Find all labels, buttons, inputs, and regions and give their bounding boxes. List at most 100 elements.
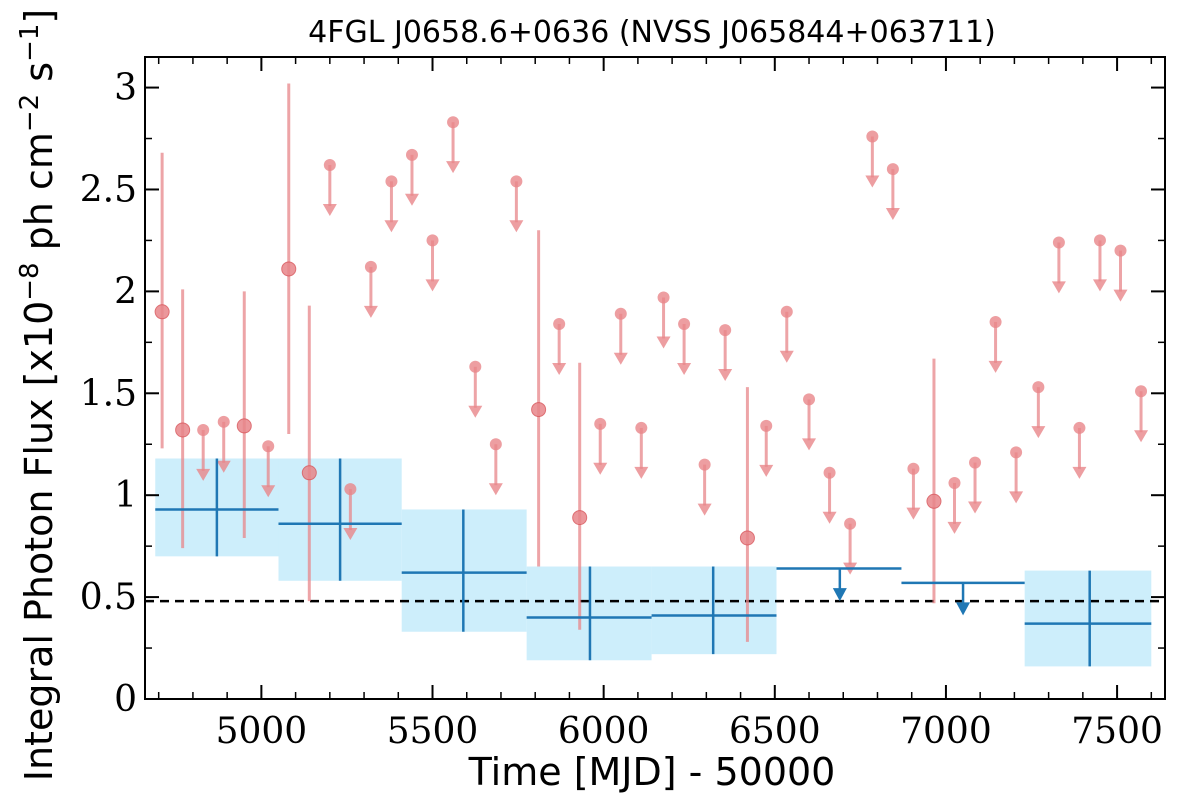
short-bin-upper-limit-point bbox=[657, 291, 670, 304]
short-bin-upper-limit-point bbox=[698, 458, 711, 471]
short-bin-upper-limit-point bbox=[489, 438, 502, 451]
short-bin-upper-limit-arrow bbox=[322, 203, 337, 216]
y-axis-label-exp: −8 bbox=[15, 262, 45, 300]
short-bin-upper-limit-point bbox=[385, 175, 398, 188]
y-tick-label: 3 bbox=[114, 68, 137, 109]
short-bin-upper-limit-point bbox=[844, 517, 857, 530]
short-bin-upper-limit-arrow bbox=[885, 208, 900, 221]
short-bin-upper-limit-arrow bbox=[1031, 426, 1046, 439]
short-bin-upper-limit-point bbox=[1073, 421, 1086, 434]
long-bin-band bbox=[1024, 570, 1152, 667]
short-bin-upper-limit-point bbox=[823, 466, 836, 479]
short-bin-upper-limit-arrow bbox=[759, 464, 774, 477]
short-bin-point bbox=[281, 261, 297, 277]
short-bin-upper-limit-arrow bbox=[1134, 430, 1149, 443]
short-bin-upper-limit-arrow bbox=[261, 485, 276, 498]
short-bin-upper-limit-point bbox=[780, 305, 793, 318]
short-bin-point bbox=[301, 465, 317, 481]
short-bin-upper-limit-point bbox=[969, 456, 982, 469]
y-axis-label-main: Integral Photon Flux [x10 bbox=[17, 301, 61, 782]
short-bin-upper-limit-arrow bbox=[216, 460, 231, 473]
short-bin-point bbox=[531, 402, 547, 418]
x-tick-label: 6000 bbox=[558, 711, 650, 752]
short-bin-upper-limit-point bbox=[1135, 385, 1148, 398]
short-bin-upper-limit-arrow bbox=[802, 438, 817, 451]
short-bin-upper-limit-point bbox=[594, 417, 607, 430]
short-bin-upper-limit-point bbox=[635, 421, 648, 434]
short-bin-upper-limit-arrow bbox=[718, 369, 733, 382]
short-bin-upper-limit-point bbox=[678, 317, 691, 330]
short-bin-upper-limit-point bbox=[344, 483, 357, 496]
y-tick-label: 1.5 bbox=[80, 373, 137, 414]
short-bin-upper-limit-point bbox=[1052, 236, 1065, 249]
short-bin-upper-limit-arrow bbox=[779, 350, 794, 363]
short-bin-upper-limit-arrow bbox=[1113, 289, 1128, 302]
short-bin-upper-limit-arrow bbox=[906, 507, 921, 520]
short-bin-upper-limit-arrow bbox=[988, 360, 1003, 373]
short-bin-upper-limit-point bbox=[262, 440, 275, 453]
plot-frame bbox=[144, 56, 1166, 700]
x-tick-label: 7000 bbox=[900, 711, 992, 752]
y-axis-label-exp2: −2 bbox=[15, 94, 45, 132]
short-bin-upper-limit-point bbox=[803, 393, 816, 406]
short-bin-point bbox=[154, 304, 170, 320]
short-bin-upper-limit-arrow bbox=[865, 175, 880, 188]
short-bin-point bbox=[572, 510, 588, 526]
short-bin-upper-limit-arrow bbox=[425, 279, 440, 292]
short-bin-upper-limit-arrow bbox=[384, 220, 399, 233]
short-bin-upper-limit-arrow bbox=[968, 501, 983, 514]
short-bin-upper-limit-point bbox=[197, 423, 210, 436]
short-bin-point bbox=[236, 418, 252, 434]
short-bin-upper-limit-arrow bbox=[363, 305, 378, 318]
short-bin-upper-limit-arrow bbox=[1051, 281, 1066, 294]
y-tick-label: 1 bbox=[114, 475, 137, 516]
short-bin-upper-limit-arrow bbox=[509, 220, 524, 233]
short-bin-upper-limit-point bbox=[217, 415, 230, 428]
short-bin-upper-limit-arrow bbox=[1092, 279, 1107, 292]
short-bin-upper-limit-arrow bbox=[1072, 466, 1087, 479]
short-bin-point bbox=[739, 530, 755, 546]
x-axis-label: Time [MJD] - 50000 bbox=[468, 750, 836, 794]
y-tick-label: 2.5 bbox=[80, 169, 137, 210]
short-bin-upper-limit-arrow bbox=[613, 352, 628, 365]
short-bin-upper-limit-arrow bbox=[446, 161, 461, 174]
x-tick-label: 6500 bbox=[729, 711, 821, 752]
short-bin-upper-limit-point bbox=[364, 260, 377, 273]
y-axis-label-unit2: s bbox=[17, 62, 61, 94]
short-bin-upper-limit-point bbox=[907, 462, 920, 475]
short-bin-upper-limit-arrow bbox=[593, 462, 608, 475]
short-bin-upper-limit-point bbox=[510, 175, 523, 188]
short-bin-upper-limit-point bbox=[989, 315, 1002, 328]
short-bin-upper-limit-arrow bbox=[196, 468, 211, 481]
y-tick-label: 0.5 bbox=[80, 577, 137, 618]
short-bin-upper-limit-point bbox=[426, 234, 439, 247]
short-bin-upper-limit-arrow bbox=[404, 193, 419, 206]
short-bin-upper-limit-point bbox=[1114, 244, 1127, 257]
short-bin-upper-limit-arrow bbox=[677, 362, 692, 375]
short-bin-upper-limit-point bbox=[469, 360, 482, 373]
short-bin-upper-limit-point bbox=[1010, 446, 1023, 459]
long-bin-upper-limit-arrow bbox=[832, 588, 847, 602]
short-bin-upper-limit-arrow bbox=[488, 483, 503, 496]
short-bin-upper-limit-point bbox=[447, 116, 460, 129]
short-bin-upper-limit-arrow bbox=[343, 528, 358, 541]
short-bin-upper-limit-point bbox=[948, 476, 961, 489]
short-bin-upper-limit-point bbox=[760, 419, 773, 432]
short-bin-upper-limit-point bbox=[1032, 381, 1045, 394]
short-bin-upper-limit-arrow bbox=[947, 521, 962, 534]
short-bin-upper-limit-point bbox=[323, 159, 336, 172]
long-bin-upper-limit-arrow bbox=[956, 602, 971, 616]
short-bin-upper-limit-arrow bbox=[552, 362, 567, 375]
short-bin-point bbox=[175, 422, 191, 438]
y-axis-label-exp3: −1 bbox=[15, 24, 45, 62]
short-bin-upper-limit-arrow bbox=[468, 405, 483, 418]
y-tick-label: 0 bbox=[114, 679, 137, 720]
y-axis-label: Integral Photon Flux [x10−8 ph cm−2 s−1] bbox=[15, 9, 61, 782]
short-bin-upper-limit-point bbox=[614, 307, 627, 320]
short-bin-point bbox=[926, 493, 942, 509]
short-bin-upper-limit-arrow bbox=[822, 511, 837, 524]
x-tick-label: 7500 bbox=[1071, 711, 1163, 752]
x-tick-label: 5500 bbox=[387, 711, 479, 752]
short-bin-upper-limit-arrow bbox=[634, 466, 649, 479]
